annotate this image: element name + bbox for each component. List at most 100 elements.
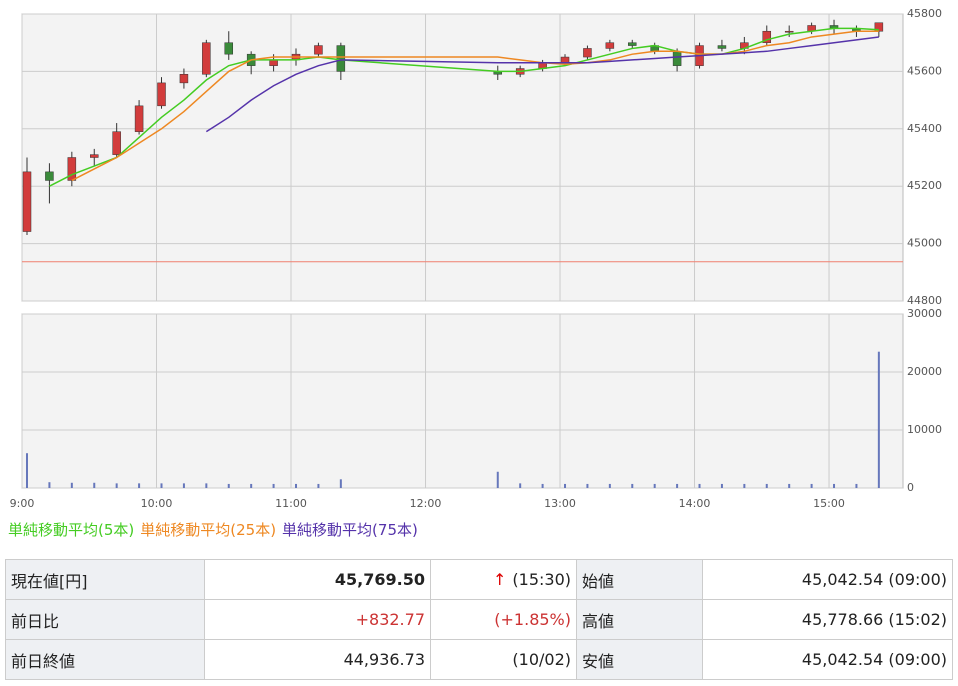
- label: 前日終値: [5, 639, 205, 680]
- y-tick-label: 20000: [907, 365, 942, 378]
- y-tick-label: 44800: [907, 294, 942, 307]
- y-tick-label: 30000: [907, 307, 942, 320]
- candle-body: [45, 171, 54, 181]
- bar: [115, 483, 118, 488]
- bar: [810, 483, 813, 488]
- bar: [26, 453, 28, 488]
- arrow: ↑: [493, 570, 507, 589]
- bar: [608, 483, 611, 488]
- bar: [855, 483, 858, 488]
- value: 45,042.54 (09:00): [702, 639, 953, 680]
- bar: [250, 483, 253, 488]
- x-tick-label: 9:00: [10, 497, 35, 510]
- candle-body: [269, 59, 278, 66]
- value: 45,042.54 (09:00): [702, 559, 953, 600]
- candle-body: [179, 74, 189, 84]
- legend-entry: 単純移動平均(25本): [140, 521, 277, 539]
- candle-body: [90, 154, 99, 158]
- bar: [205, 483, 208, 488]
- candle-body: [202, 42, 211, 75]
- candle-body: [336, 45, 346, 72]
- bar: [48, 482, 51, 488]
- candle-body: [314, 45, 323, 55]
- label: 前日比: [5, 599, 205, 640]
- candle-body: [672, 51, 682, 66]
- plot-area: [21, 313, 904, 489]
- candle-body: [112, 131, 121, 155]
- bar: [70, 482, 73, 488]
- row: 前日比 +832.77 (+1.85%) 高値 45,778.66 (15:02…: [5, 599, 953, 640]
- candle-body: [22, 171, 32, 232]
- legend: 単純移動平均(5本) 単純移動平均(25本) 単純移動平均(75本): [8, 519, 424, 540]
- label: 現在値[円]: [5, 559, 205, 600]
- label: 始値: [576, 559, 703, 600]
- y-tick-label: 10000: [907, 423, 942, 436]
- bar: [496, 471, 499, 488]
- bar: [586, 483, 589, 488]
- y-tick-label: 45200: [907, 179, 942, 192]
- candle-body: [583, 48, 592, 58]
- ma-line: [49, 27, 879, 187]
- bar: [653, 483, 656, 488]
- bar: [138, 483, 141, 488]
- bar: [519, 483, 522, 488]
- value: 44,936.73: [204, 639, 431, 680]
- note: (+1.85%): [430, 599, 577, 640]
- legend-entry: 単純移動平均(5本): [8, 521, 135, 539]
- bar: [743, 483, 746, 488]
- candle-body: [157, 82, 166, 107]
- bar: [698, 483, 701, 488]
- bar: [317, 483, 320, 488]
- note-text: (15:30): [512, 570, 571, 589]
- bar: [676, 483, 679, 488]
- quote-table: 現在値[円] 45,769.50 ↑ (15:30) 始値 45,042.54 (…: [5, 559, 953, 680]
- bar: [788, 483, 791, 488]
- bar: [295, 483, 298, 488]
- bar: [564, 483, 567, 488]
- x-tick-label: 13:00: [544, 497, 576, 510]
- x-tick-label: 14:00: [679, 497, 711, 510]
- bar: [339, 479, 342, 488]
- row: 現在値[円] 45,769.50 ↑ (15:30) 始値 45,042.54 (…: [5, 559, 953, 600]
- bar: [877, 351, 880, 488]
- x-tick-label: 15:00: [813, 497, 845, 510]
- y-tick-label: 0: [907, 481, 914, 494]
- candle-body: [67, 157, 77, 181]
- candle-body: [717, 45, 727, 49]
- y-tick-label: 45600: [907, 64, 942, 77]
- value: 45,769.50: [204, 559, 431, 600]
- bar: [765, 483, 768, 488]
- candle-body: [134, 105, 144, 132]
- candle-body: [605, 42, 615, 49]
- bar: [227, 483, 230, 488]
- row: 前日終値 44,936.73 (10/02) 安値 45,042.54 (09:…: [5, 639, 953, 680]
- bar: [833, 483, 836, 488]
- bar: [182, 483, 185, 488]
- value: 45,778.66 (15:02): [702, 599, 953, 640]
- bar: [272, 483, 275, 488]
- candle-body: [628, 42, 637, 46]
- x-tick-label: 10:00: [141, 497, 173, 510]
- label: 高値: [576, 599, 703, 640]
- value: +832.77: [204, 599, 431, 640]
- legend-entry: 単純移動平均(75本): [282, 521, 418, 539]
- label: 安値: [576, 639, 703, 680]
- candle-body: [560, 56, 570, 64]
- candle-body: [224, 42, 234, 55]
- ma-line: [205, 36, 879, 133]
- chart: 44800 45000 45200 45400 45600 45800 0 10000 2000…: [10, 7, 942, 510]
- note: (10/02): [430, 639, 577, 680]
- bar: [631, 483, 634, 488]
- y-tick-label: 45000: [907, 237, 942, 250]
- bar: [720, 483, 723, 488]
- bar: [541, 483, 544, 488]
- bar: [93, 482, 96, 488]
- y-tick-label: 45400: [907, 122, 942, 135]
- y-tick-label: 45800: [907, 7, 942, 20]
- bar: [160, 483, 163, 488]
- candle-body: [762, 30, 772, 43]
- candle-body: [784, 30, 794, 33]
- note: ↑ (15:30): [430, 559, 577, 600]
- x-tick-label: 11:00: [275, 497, 307, 510]
